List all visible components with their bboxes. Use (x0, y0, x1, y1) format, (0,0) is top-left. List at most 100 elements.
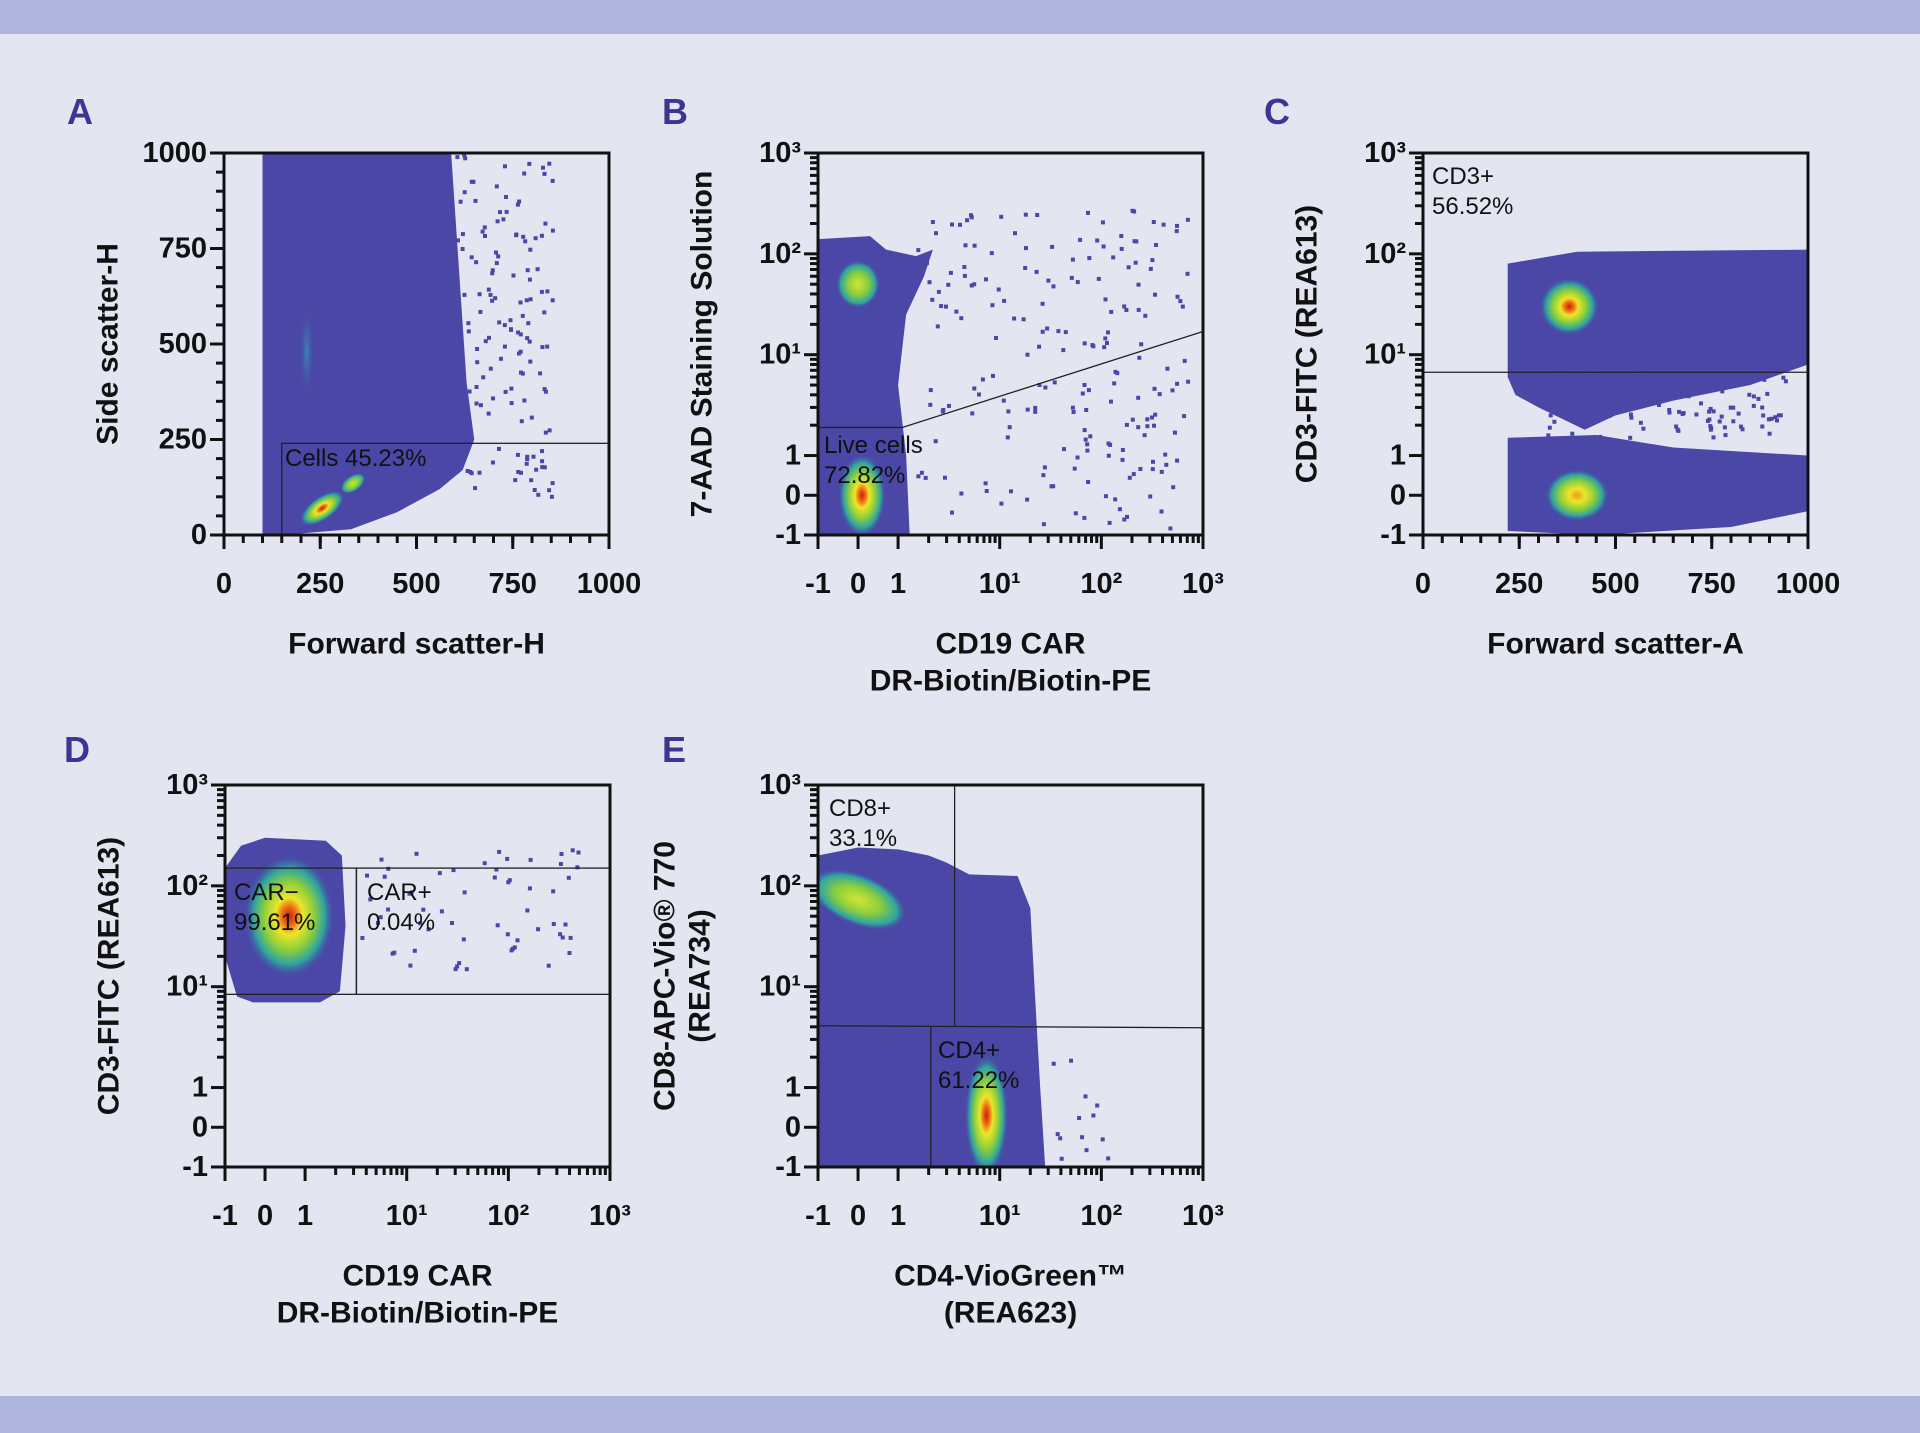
event-dot (546, 963, 551, 968)
event-dot (1629, 415, 1634, 420)
event-dot (1762, 377, 1767, 382)
panel-letter: C (1264, 91, 1290, 132)
gate-label: CD4+ (938, 1037, 1000, 1064)
event-dot (1002, 298, 1007, 303)
plot-frame (816, 151, 1205, 537)
event-dot (1139, 342, 1144, 347)
gate-label: CAR+ (367, 879, 432, 906)
y-tick-label: 10³ (759, 137, 801, 169)
event-dot (943, 475, 947, 480)
x-axis-title: CD19 CAR (342, 1260, 492, 1293)
quadrant-line[interactable] (817, 1025, 1204, 1029)
event-dot (509, 401, 514, 406)
population-green (340, 473, 366, 494)
event-dot (1778, 413, 1783, 418)
event-dot (483, 234, 487, 238)
event-dot (1056, 329, 1061, 334)
event-dot (1153, 292, 1157, 297)
event-dot (1107, 520, 1112, 525)
y-axis-title: 7-AAD Staining Solution (686, 171, 719, 518)
event-dot (1059, 1156, 1064, 1161)
event-dot (1095, 1103, 1100, 1108)
event-dot (455, 466, 460, 471)
event-dot (502, 323, 507, 328)
event-dot (1175, 223, 1179, 228)
event-dot (455, 155, 460, 160)
event-dot (1765, 391, 1770, 396)
y-tick-label: 1 (1390, 440, 1406, 472)
event-dot (1675, 427, 1680, 432)
event-dot (1707, 409, 1712, 414)
event-dot (1781, 375, 1786, 380)
event-dot (1040, 329, 1045, 334)
population-faint (298, 301, 315, 402)
event-dot (1052, 380, 1057, 385)
event-dot (1145, 424, 1150, 429)
event-dot (1106, 453, 1111, 458)
event-dot (522, 171, 527, 176)
event-dot (962, 273, 967, 278)
event-dot (1119, 246, 1124, 251)
event-dot (1159, 469, 1164, 474)
event-dot (1674, 424, 1679, 429)
event-dot (1106, 441, 1111, 446)
event-dot (996, 287, 1001, 292)
event-dot (1072, 466, 1077, 471)
event-dot (1103, 297, 1108, 302)
gate-label: 56.52% (1432, 193, 1513, 220)
event-dot (480, 229, 485, 234)
x-tick-label: 250 (1495, 568, 1543, 600)
x-axis-title: (REA623) (944, 1297, 1077, 1330)
event-dot (1722, 425, 1727, 430)
event-dot (462, 890, 467, 895)
event-dot (1025, 407, 1030, 412)
event-dot (1088, 434, 1093, 439)
y-tick-label: 500 (159, 328, 207, 360)
event-dot (491, 396, 495, 401)
event-dot (1091, 1113, 1096, 1118)
event-dot (392, 950, 397, 955)
event-dot (1751, 394, 1756, 399)
y-tick-label: 1 (785, 1072, 801, 1104)
event-dot (378, 915, 383, 920)
event-dot (1084, 408, 1089, 412)
event-dot (496, 254, 501, 259)
event-dot (483, 339, 488, 344)
event-dot (475, 347, 480, 351)
x-tick-label: 1000 (577, 568, 642, 600)
y-tick-label: 0 (1390, 479, 1406, 511)
event-dot (1082, 341, 1087, 346)
event-dot (1173, 430, 1177, 435)
event-dot (462, 153, 467, 158)
event-dot (469, 255, 474, 260)
event-dot (528, 297, 533, 302)
event-dot (928, 402, 933, 407)
event-dot (1635, 365, 1640, 370)
event-dot (984, 489, 989, 493)
event-dot (1025, 497, 1030, 502)
event-dot (526, 321, 531, 326)
y-tick-label: 10³ (759, 769, 801, 801)
event-dot (540, 465, 545, 470)
event-dot (560, 935, 565, 940)
event-dot (439, 909, 444, 914)
gates (817, 785, 1204, 1167)
event-dot (533, 236, 538, 241)
y-tick-label: 10² (1364, 238, 1406, 270)
event-dot (1086, 480, 1091, 484)
event-dot (1681, 411, 1686, 415)
event-dot (458, 199, 463, 204)
event-dot (1136, 307, 1141, 312)
event-dot (1175, 294, 1180, 299)
event-dot (1042, 465, 1047, 470)
gate-label: 99.61% (234, 909, 315, 936)
event-dot (543, 389, 548, 394)
event-dot (977, 392, 981, 397)
x-tick-label: 250 (296, 568, 344, 600)
event-dot (457, 961, 462, 966)
event-dot (936, 289, 941, 294)
event-dot (1085, 448, 1090, 453)
event-dot (1134, 239, 1139, 244)
event-dot (462, 292, 467, 297)
event-dot (916, 474, 921, 479)
